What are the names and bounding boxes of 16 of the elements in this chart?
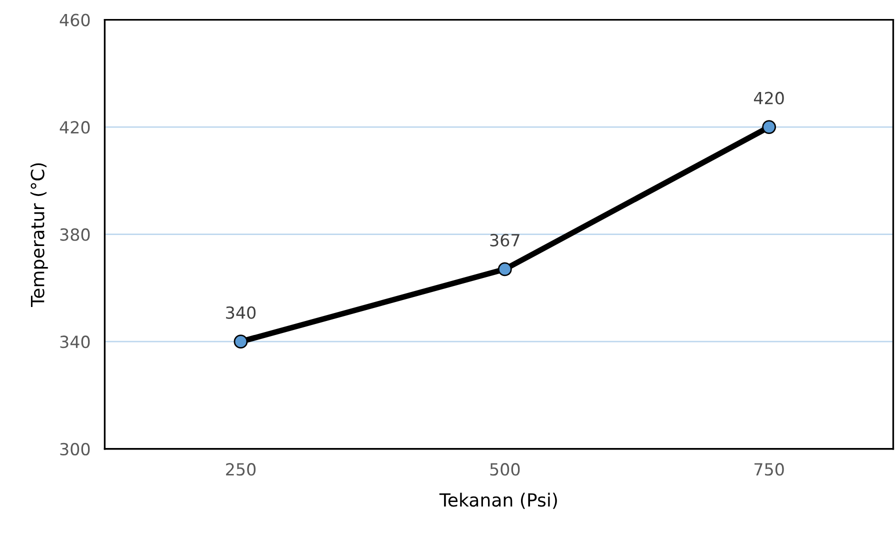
point (234, 334, 248, 349)
y-tick-label: 340 (60, 336, 90, 348)
data-label: 340 (226, 306, 256, 319)
y-tick-label: 300 (60, 442, 90, 456)
x-tick-label: 250 (226, 463, 256, 476)
x-tick-label: 500 (490, 463, 520, 476)
point (762, 120, 776, 134)
y-tick-label: 420 (60, 121, 90, 134)
y-tick-label: 460 (60, 14, 90, 26)
x-axis-title: Tekanan (Psi) (439, 492, 557, 509)
x-tick-label: 750 (754, 463, 784, 476)
data-label: 420 (754, 92, 784, 104)
y-tick-label: 380 (60, 228, 90, 241)
point (498, 262, 512, 276)
y-axis-title: Temperatur (°C) (30, 163, 48, 307)
data-label: 367 (490, 234, 520, 247)
